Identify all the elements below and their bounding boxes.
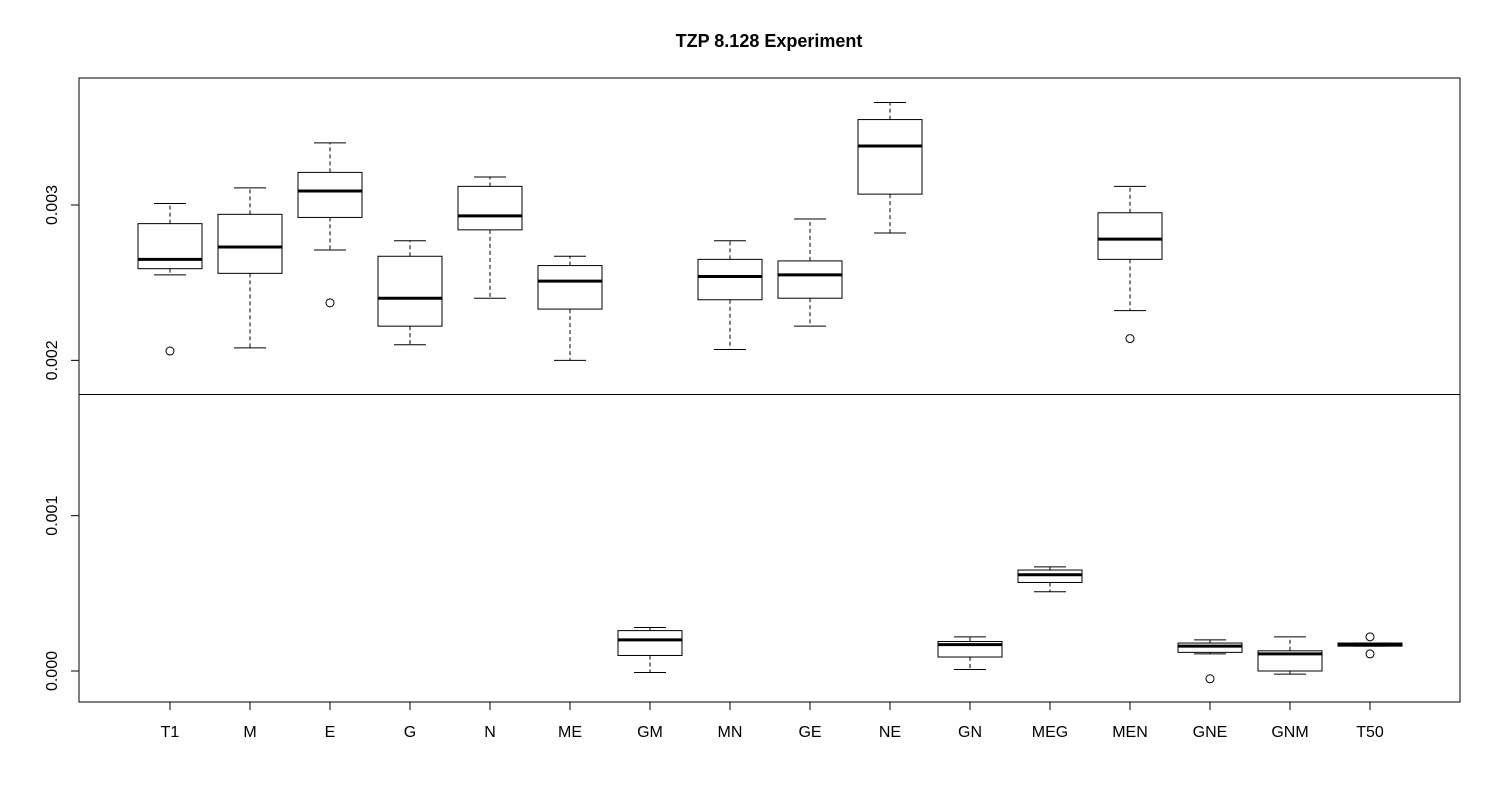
x-tick-label: MN — [718, 724, 743, 741]
x-tick-label: N — [484, 724, 496, 741]
box-g — [377, 240, 443, 346]
x-tick-label: GNE — [1193, 724, 1228, 741]
box-ne — [857, 101, 923, 234]
x-tick-label: GM — [637, 724, 663, 741]
box-iqr — [1177, 642, 1243, 653]
x-tick-label: GE — [798, 724, 821, 741]
box-iqr — [457, 185, 523, 231]
x-tick-label: MEG — [1032, 724, 1068, 741]
box-ge — [777, 218, 843, 327]
x-tick-label: T1 — [161, 724, 180, 741]
box-meg — [1017, 566, 1083, 593]
box-iqr — [777, 260, 843, 299]
y-tick-label: 0.000 — [44, 651, 61, 691]
y-axis: 0.000 0.001 0.002 0.003 — [44, 185, 80, 691]
plot-frame — [78, 77, 1461, 703]
box-mn — [697, 240, 763, 350]
boxes-group — [137, 101, 1403, 684]
box-e — [297, 142, 363, 308]
box-m — [217, 187, 283, 349]
x-tick-label: E — [325, 724, 336, 741]
box-iqr — [137, 223, 203, 270]
x-tick-label: ME — [558, 724, 582, 741]
box-iqr — [1017, 569, 1083, 583]
y-tick-label: 0.002 — [44, 340, 61, 380]
x-tick-label: MEN — [1112, 724, 1148, 741]
outlier-point — [325, 298, 335, 308]
outlier-point — [1365, 649, 1375, 659]
box-men — [1097, 185, 1163, 344]
box-iqr — [697, 258, 763, 301]
box-iqr — [1257, 650, 1323, 672]
box-iqr — [617, 630, 683, 656]
x-tick-label: GNM — [1271, 724, 1308, 741]
box-iqr — [1097, 212, 1163, 260]
box-iqr — [217, 213, 283, 274]
box-t50 — [1337, 632, 1403, 659]
x-tick-label: M — [243, 724, 256, 741]
box-gm — [617, 627, 683, 674]
box-me — [537, 255, 603, 361]
box-t1 — [137, 202, 203, 356]
box-iqr — [537, 265, 603, 310]
y-tick-label: 0.003 — [44, 185, 61, 225]
outlier-point — [1125, 334, 1135, 344]
box-iqr — [857, 119, 923, 195]
box-iqr — [377, 255, 443, 327]
x-tick-label: G — [404, 724, 416, 741]
box-gn — [937, 636, 1003, 670]
x-tick-label: T50 — [1356, 724, 1384, 741]
outlier-point — [1205, 674, 1215, 684]
box-iqr — [297, 171, 363, 218]
y-tick-label: 0.001 — [44, 496, 61, 536]
box-n — [457, 176, 523, 299]
x-axis: T1 M E G N ME GM MN GE NE GN MEG MEN GNE GNM T50 — [161, 701, 1384, 741]
x-tick-label: GN — [958, 724, 982, 741]
box-gne — [1177, 639, 1243, 684]
chart-title: TZP 8.128 Experiment — [676, 31, 863, 51]
box-gnm — [1257, 636, 1323, 675]
outlier-point — [1365, 632, 1375, 642]
outlier-point — [165, 346, 175, 356]
x-tick-label: NE — [879, 724, 901, 741]
